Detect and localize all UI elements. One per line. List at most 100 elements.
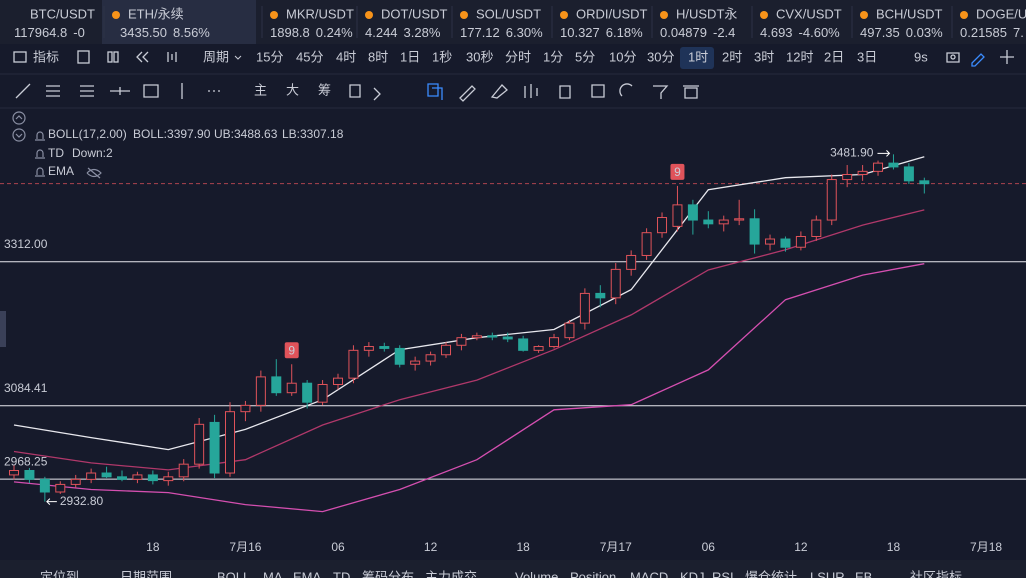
- interval[interactable]: 2日: [824, 49, 844, 64]
- ticker-symbol[interactable]: ORDI/USDT: [576, 6, 648, 21]
- icon[interactable]: [946, 52, 960, 63]
- interval[interactable]: 2时: [722, 49, 742, 64]
- icon[interactable]: [35, 131, 102, 179]
- ticker-symbol[interactable]: ETH/永续: [128, 6, 184, 21]
- ticker-price[interactable]: 117964.8 -0: [14, 25, 85, 40]
- icon[interactable]: [113, 51, 119, 63]
- icon[interactable]: [15, 115, 23, 120]
- ticker-price[interactable]: 0.21585 7.: [960, 25, 1024, 40]
- ticker-icon[interactable]: [760, 11, 768, 19]
- icon[interactable]: [167, 52, 177, 62]
- ticker-icon[interactable]: [270, 11, 278, 19]
- ticker-price[interactable]: 0.04879 -2.4: [660, 25, 735, 40]
- bottom-tab[interactable]: MA: [263, 569, 283, 578]
- bottom-tab[interactable]: 定位到: [40, 569, 79, 578]
- bottom-tab[interactable]: LSUR: [810, 569, 845, 578]
- ticker-symbol[interactable]: SOL/USDT: [476, 6, 541, 21]
- bottom-tab[interactable]: Position: [570, 569, 616, 578]
- ticker-symbol[interactable]: H/USDT永: [676, 6, 737, 21]
- indicator-button[interactable]: 指标: [33, 49, 59, 64]
- period-button[interactable]: 周期: [203, 49, 229, 64]
- bottom-tab[interactable]: RSI: [712, 569, 734, 578]
- interval[interactable]: 1秒: [432, 49, 452, 64]
- interval[interactable]: 3时: [754, 49, 774, 64]
- interval[interactable]: 30秒: [466, 49, 493, 64]
- ticker-price[interactable]: 3435.50 8.56%: [120, 25, 210, 40]
- ticker-icon[interactable]: [112, 11, 120, 19]
- interval[interactable]: 15分: [256, 49, 283, 64]
- interval[interactable]: 4时: [336, 49, 356, 64]
- draw-tool[interactable]: 筹: [318, 82, 331, 97]
- ticker-price[interactable]: 10.327 6.18%: [560, 25, 643, 40]
- bottom-tab[interactable]: TD: [333, 569, 350, 578]
- ticker-icon[interactable]: [960, 11, 968, 19]
- ticker-price[interactable]: 4.244 3.28%: [365, 25, 441, 40]
- icon[interactable]: [349, 84, 381, 101]
- icon[interactable]: [13, 51, 27, 63]
- candle-body: [70, 478, 81, 485]
- icon[interactable]: [107, 51, 113, 63]
- interval[interactable]: 30分: [647, 49, 674, 64]
- ticker-symbol[interactable]: BCH/USDT: [876, 6, 943, 21]
- interval[interactable]: 分时: [505, 49, 531, 64]
- ticker-icon[interactable]: [460, 11, 468, 19]
- td-mark: [284, 342, 299, 359]
- icon[interactable]: [971, 53, 985, 67]
- refresh[interactable]: 9s: [914, 49, 928, 64]
- ticker-symbol[interactable]: BTC/USDT: [30, 6, 95, 21]
- interval[interactable]: 1日: [400, 49, 420, 64]
- interval[interactable]: 5分: [575, 49, 595, 64]
- interval[interactable]: 12时: [786, 49, 813, 64]
- draw-tool[interactable]: 主: [254, 82, 267, 97]
- icon[interactable]: [1000, 50, 1014, 64]
- active-interval[interactable]: [680, 47, 714, 69]
- icon[interactable]: [12, 111, 26, 125]
- draw-tool[interactable]: 大: [286, 82, 299, 97]
- toolbar-icons[interactable]: [13, 50, 1014, 102]
- bottom-tab[interactable]: 主力成交: [425, 569, 477, 578]
- x-tick-label: 18: [516, 540, 530, 554]
- active-tab[interactable]: [102, 0, 256, 44]
- bottom-tab[interactable]: KDJ: [680, 569, 705, 578]
- bottom-tab[interactable]: BOLL: [217, 569, 250, 578]
- ticker-icon[interactable]: [660, 11, 668, 19]
- ticker-icon[interactable]: [560, 11, 568, 19]
- icon[interactable]: [15, 133, 23, 138]
- candle-body: [456, 337, 467, 346]
- bottom-tab[interactable]: 爆仓统计: [745, 569, 797, 578]
- ticker-symbol[interactable]: DOT/USDT: [381, 6, 448, 21]
- ticker-icon[interactable]: [365, 11, 373, 19]
- bottom-tab[interactable]: EB: [855, 569, 872, 578]
- interval[interactable]: 10分: [609, 49, 636, 64]
- icon[interactable]: [136, 51, 149, 63]
- ticker-symbol[interactable]: MKR/USDT: [286, 6, 354, 21]
- side-handle[interactable]: [0, 311, 6, 347]
- legend-icons[interactable]: [12, 111, 102, 179]
- ticker-price[interactable]: 1898.8 0.24%: [270, 25, 353, 40]
- icon[interactable]: [459, 83, 699, 102]
- candle-body: [194, 423, 205, 465]
- ticker-price[interactable]: 177.12 6.30%: [460, 25, 543, 40]
- icon[interactable]: [77, 50, 90, 64]
- bottom-tab[interactable]: 日期范围: [120, 569, 172, 578]
- interval[interactable]: 1时: [688, 49, 708, 64]
- bottom-tab[interactable]: EMA: [293, 569, 322, 578]
- interval[interactable]: 3日: [857, 49, 877, 64]
- icon[interactable]: [12, 128, 26, 142]
- ticker-price[interactable]: 497.35 0.03%: [860, 25, 943, 40]
- chevron[interactable]: [234, 55, 242, 60]
- candle-body: [132, 474, 143, 480]
- bottom-tab[interactable]: 社区指标: [910, 569, 962, 578]
- interval[interactable]: 8时: [368, 49, 388, 64]
- icon[interactable]: [427, 83, 443, 100]
- interval[interactable]: 45分: [296, 49, 323, 64]
- icon[interactable]: [15, 83, 220, 99]
- interval[interactable]: 1分: [543, 49, 563, 64]
- ticker-price[interactable]: 4.693 -4.60%: [760, 25, 840, 40]
- bottom-tab[interactable]: Volume: [515, 569, 558, 578]
- bottom-tab[interactable]: 筹码分布: [362, 569, 414, 578]
- bottom-tab[interactable]: MACD: [630, 569, 668, 578]
- ticker-symbol[interactable]: CVX/USDT: [776, 6, 842, 21]
- ticker-icon[interactable]: [860, 11, 868, 19]
- ticker-symbol[interactable]: DOGE/USDT: [976, 6, 1026, 21]
